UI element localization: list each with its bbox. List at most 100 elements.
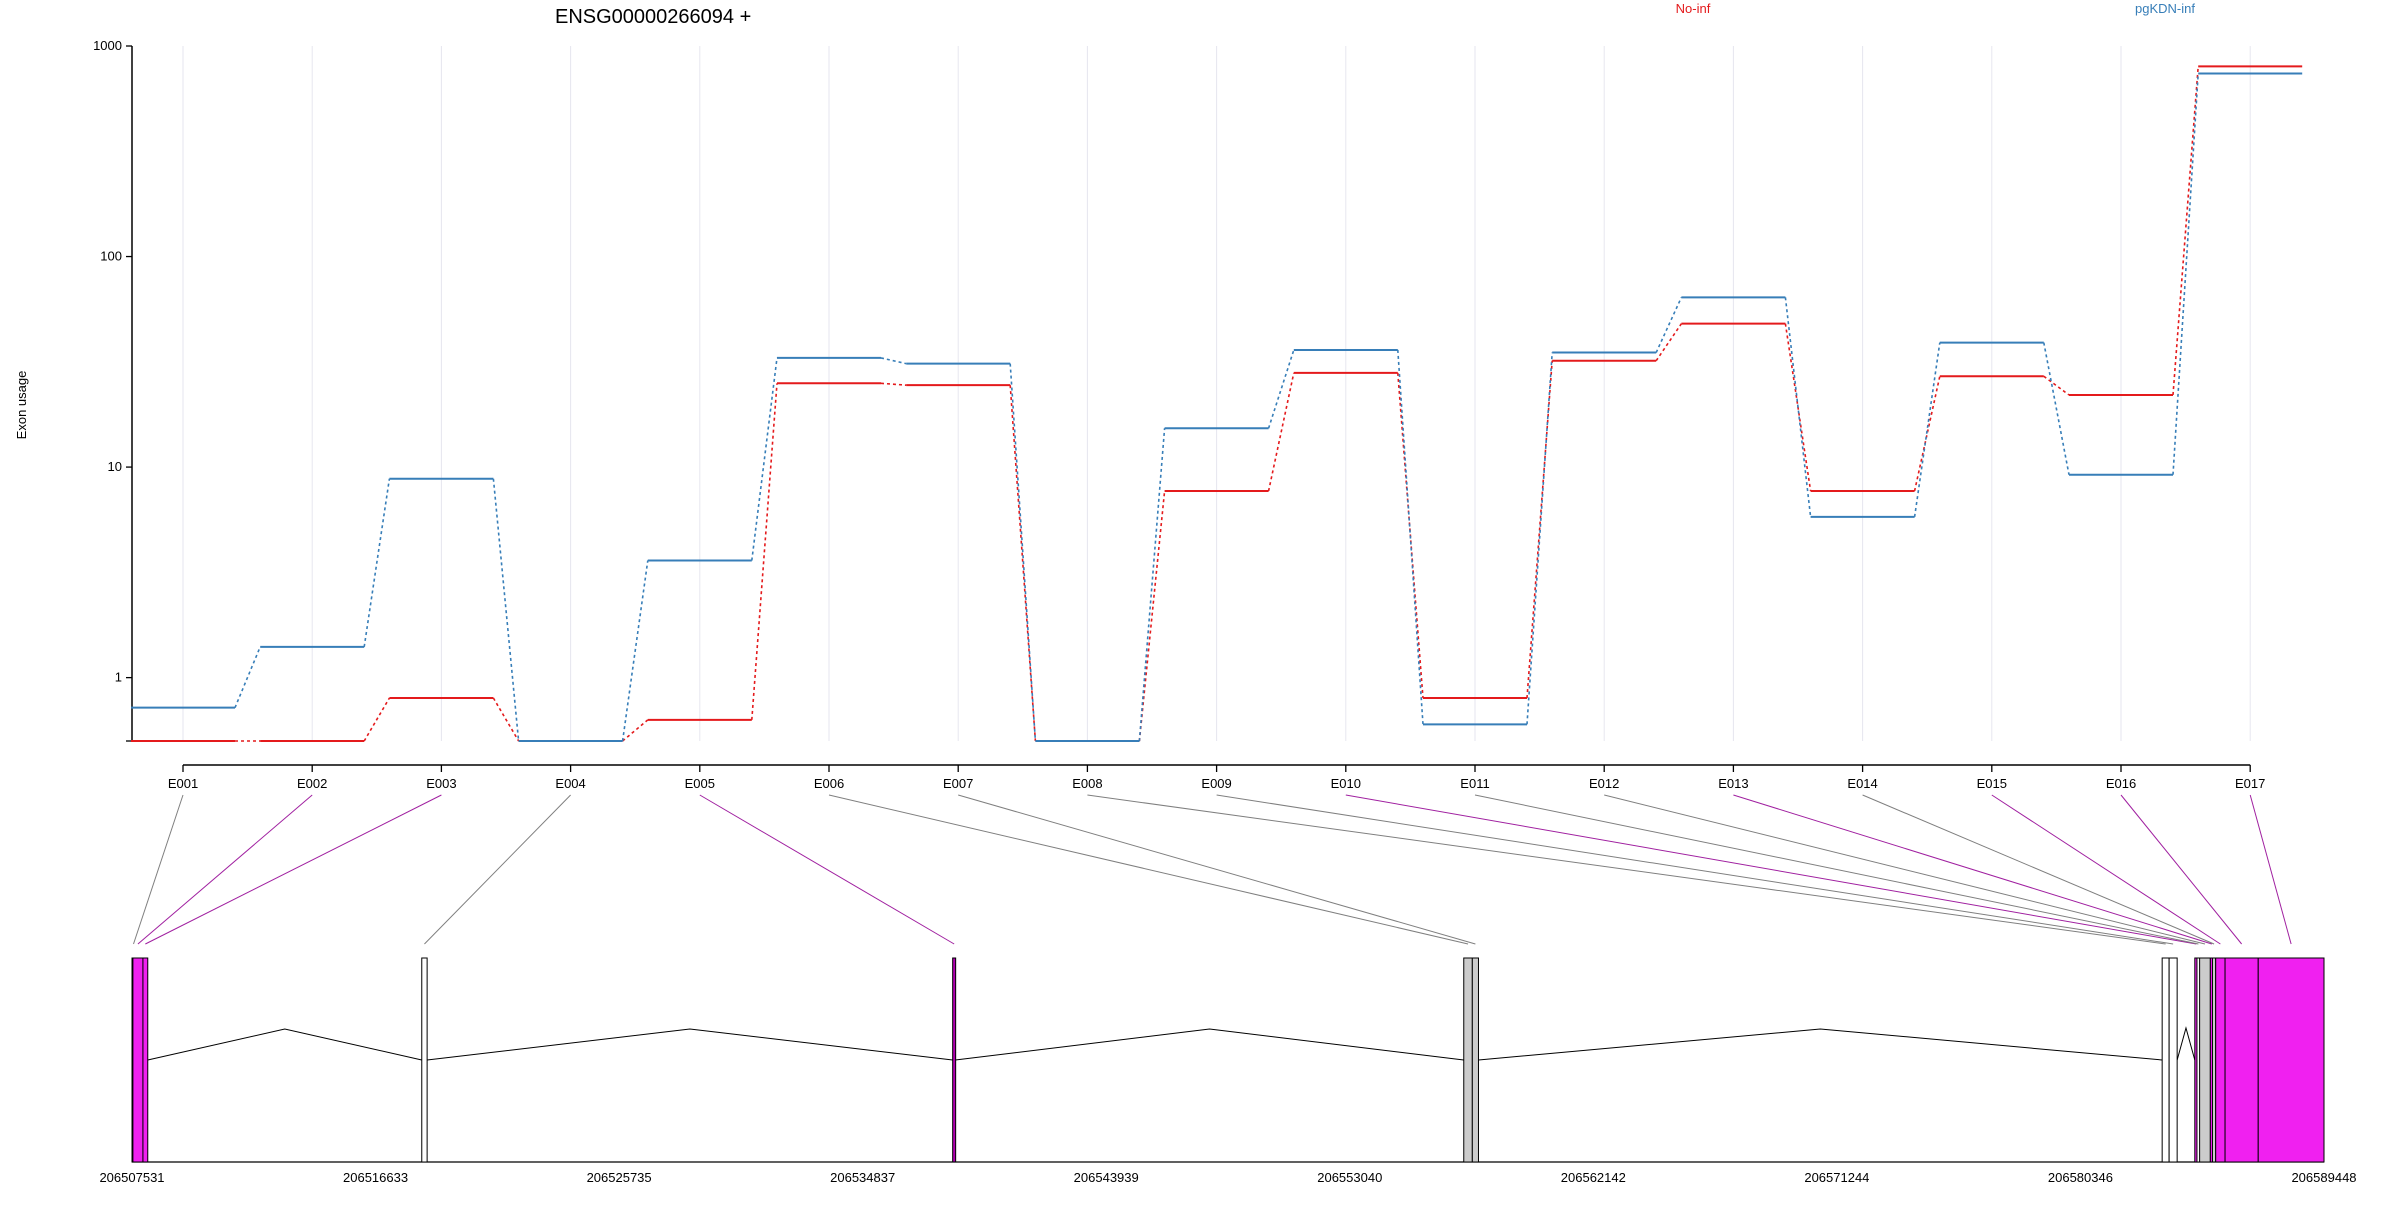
series-connector xyxy=(1267,372,1295,492)
exon-box xyxy=(1463,957,1473,1163)
series-connector xyxy=(1267,349,1295,429)
x-tick-label: E004 xyxy=(555,776,585,791)
x-tick-label: E012 xyxy=(1589,776,1619,791)
exon-box xyxy=(421,957,428,1163)
exon-connector xyxy=(145,794,442,945)
coordinate-label: 206516633 xyxy=(343,1170,408,1185)
series-connector xyxy=(2043,375,2070,396)
coordinate-label: 206507531 xyxy=(99,1170,164,1185)
intron xyxy=(2176,1026,2196,1061)
exon-connector xyxy=(133,794,184,945)
series-connector xyxy=(492,478,520,742)
series-pgkdn-inf xyxy=(131,72,2303,742)
exon-box xyxy=(1471,957,1479,1163)
exon-connector xyxy=(137,794,313,945)
x-tick-label: E017 xyxy=(2235,776,2265,791)
series-connector xyxy=(2172,66,2199,396)
x-tick-label: E011 xyxy=(1460,776,1489,791)
series-connector xyxy=(2172,73,2199,475)
exon-box xyxy=(952,957,957,1163)
x-tick-label: E007 xyxy=(943,776,973,791)
exon-connector xyxy=(2120,794,2243,945)
coordinate-label: 206589448 xyxy=(2291,1170,2356,1185)
exon-connector xyxy=(1991,794,2221,945)
x-tick-label: E001 xyxy=(168,776,198,791)
y-tick-layer: 1 10 100 1000 xyxy=(93,38,132,742)
series-layer xyxy=(131,65,2303,742)
chart-title: ENSG00000266094 + xyxy=(555,6,751,28)
coordinate-label: 206562142 xyxy=(1561,1170,1626,1185)
coordinate-label: 206580346 xyxy=(2048,1170,2113,1185)
exon-connector xyxy=(1474,794,2199,945)
exon-connector xyxy=(424,794,571,945)
intron xyxy=(1478,1028,2163,1061)
series-connector xyxy=(1655,323,1683,362)
y-axis-label: Exon usage xyxy=(14,371,29,440)
exon-connector xyxy=(1604,794,2206,945)
y-tick-label: 10 xyxy=(108,459,122,474)
exon-box xyxy=(2199,957,2211,1163)
intron xyxy=(955,1028,1464,1061)
exon-box xyxy=(2224,957,2259,1163)
exon-connector xyxy=(1862,794,2215,945)
exon-box xyxy=(2161,957,2170,1163)
series-connector xyxy=(492,697,520,742)
x-tick-label: E005 xyxy=(685,776,715,791)
gene-model xyxy=(131,957,2325,1163)
x-tick-label: E003 xyxy=(426,776,456,791)
series-connector xyxy=(1784,297,1812,517)
exon-box xyxy=(2168,957,2178,1163)
x-tick-label: E009 xyxy=(1201,776,1231,791)
x-tick-label: E014 xyxy=(1847,776,1877,791)
series-connector xyxy=(880,357,907,365)
exon-connector xyxy=(699,794,955,945)
series-connector xyxy=(1397,349,1424,725)
coordinate-label: 206534837 xyxy=(830,1170,895,1185)
legend-no-inf: No-inf xyxy=(1676,1,1711,16)
coordinate-label: 206553040 xyxy=(1317,1170,1382,1185)
series-connector xyxy=(363,478,391,647)
series-connector xyxy=(1655,297,1683,353)
x-tick-label: E010 xyxy=(1331,776,1361,791)
series-connector xyxy=(1138,428,1166,742)
exon-box xyxy=(132,957,144,1163)
series-connector xyxy=(621,560,649,742)
exon-connector xyxy=(1216,794,2174,945)
series-connector xyxy=(1913,342,1941,518)
series-connector xyxy=(622,719,649,742)
exon-connector xyxy=(1733,794,2212,945)
x-tick-label: E008 xyxy=(1072,776,1102,791)
series-connector xyxy=(1526,352,1553,725)
x-tick-label: E002 xyxy=(297,776,327,791)
axes-layer xyxy=(131,46,2251,766)
series-connector xyxy=(234,646,261,708)
series-connector xyxy=(2043,342,2070,475)
series-connector xyxy=(880,382,907,386)
coordinate-label: 206543939 xyxy=(1074,1170,1139,1185)
x-tick-layer: E001 E002 E003 E004 E005 E006 E007 E008 E009 E010… xyxy=(168,765,2265,791)
exon-connector xyxy=(958,794,1476,945)
exon-box xyxy=(2215,957,2226,1163)
y-tick-label: 1000 xyxy=(93,38,122,53)
series-connector xyxy=(363,697,391,742)
x-tick-label: E006 xyxy=(814,776,844,791)
exon-connector xyxy=(1087,794,2166,945)
series-connector xyxy=(1913,376,1941,492)
y-tick-label: 100 xyxy=(100,249,122,264)
coordinate-label: 206525735 xyxy=(587,1170,652,1185)
intron xyxy=(427,1028,953,1061)
legend-pgkdn-inf: pgKDN-inf xyxy=(2135,1,2195,16)
exon-connector xyxy=(2249,794,2292,945)
series-connector xyxy=(751,383,778,720)
series-connector xyxy=(751,357,778,561)
exon-box xyxy=(2257,957,2325,1163)
exon-box xyxy=(142,957,149,1163)
x-tick-label: E015 xyxy=(1977,776,2007,791)
y-tick-label: 1 xyxy=(115,670,122,685)
exon-connector xyxy=(828,794,1469,945)
series-connector xyxy=(1526,360,1553,699)
grid-layer xyxy=(182,46,2251,741)
connector-layer xyxy=(133,794,2292,945)
